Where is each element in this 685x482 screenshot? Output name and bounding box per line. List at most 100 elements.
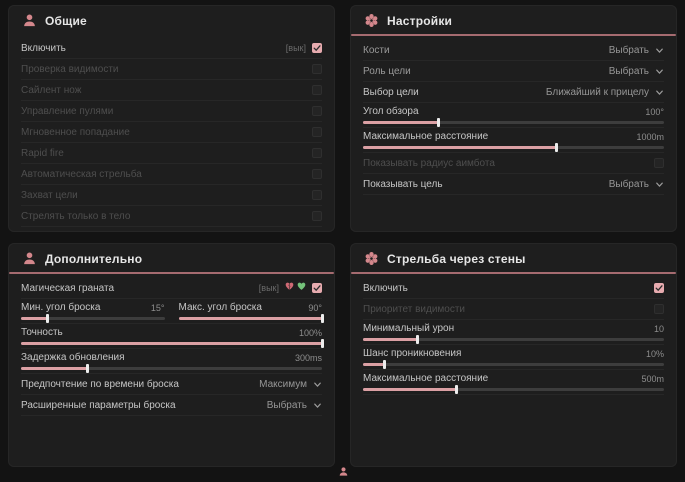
slider-value: 10 — [653, 323, 664, 334]
setting-row: Приоритет видимости — [363, 299, 664, 320]
slider-handle[interactable] — [321, 314, 324, 323]
setting-row: Мин. угол броска 15° — [21, 301, 165, 323]
dropdown-value: Ближайший к прицелу — [545, 86, 649, 98]
setting-label: Максимальное расстояние — [363, 373, 489, 384]
setting-row: Шанс проникновения 10% — [363, 345, 664, 370]
dropdown[interactable]: Максимум — [259, 379, 322, 390]
person-icon — [22, 13, 37, 28]
checkbox[interactable] — [654, 304, 664, 314]
scroll-indicator-icon — [338, 464, 349, 476]
setting-label: Кости — [363, 44, 390, 56]
slider-value: 100% — [298, 327, 322, 338]
chevron-down-icon — [655, 46, 664, 55]
setting-row: Захват цели — [21, 185, 322, 206]
dropdown[interactable]: Выбрать — [609, 179, 664, 190]
checkbox[interactable] — [312, 190, 322, 200]
slider-handle[interactable] — [45, 314, 49, 323]
slider-handle[interactable] — [554, 143, 558, 152]
dropdown-value: Выбрать — [608, 44, 649, 56]
slider[interactable] — [21, 314, 165, 323]
setting-row: Кости Выбрать — [363, 40, 664, 61]
setting-row: Минимальный урон 10 — [363, 320, 664, 345]
setting-label: Захват цели — [21, 189, 78, 201]
dropdown-value: Выбрать — [266, 399, 307, 411]
setting-label: Приоритет видимости — [363, 303, 466, 315]
slider-fill — [21, 367, 88, 370]
slider-handle[interactable] — [455, 385, 459, 394]
slider-value: 100° — [645, 106, 664, 117]
setting-row: Выбор цели Ближайший к прицелу — [363, 82, 664, 103]
setting-row: Стрелять только в тело — [21, 206, 322, 227]
setting-row: Проверка видимости — [21, 59, 322, 80]
setting-row: Управление пулями — [21, 101, 322, 122]
hotkey-state-tag: [вык] — [285, 43, 306, 53]
slider[interactable] — [21, 364, 322, 373]
setting-label: Угол обзора — [363, 106, 419, 117]
slider-handle[interactable] — [383, 360, 387, 369]
dropdown-value: Выбрать — [608, 178, 649, 190]
slider[interactable] — [363, 385, 664, 394]
setting-row: Показывать цель Выбрать — [363, 174, 664, 195]
slider-value: 300ms — [294, 352, 322, 363]
slider-fill — [21, 317, 47, 320]
panel-header: Стрельба через стены — [350, 243, 677, 272]
setting-row: Точность 100% — [21, 324, 324, 349]
setting-row: Магическая граната [вык] — [21, 278, 322, 299]
checkbox[interactable] — [312, 211, 322, 221]
checkbox[interactable] — [312, 169, 322, 179]
panel-body: Магическая граната [вык] Мин. угол броска 1… — [8, 274, 335, 467]
chevron-down-icon — [655, 88, 664, 97]
slider[interactable] — [363, 118, 664, 127]
slider-fill — [178, 317, 322, 320]
panel-underline — [351, 34, 676, 36]
panel-additional: Дополнительно Магическая граната [вык] Мин… — [8, 243, 335, 467]
panel-body: Кости Выбрать Роль цели Выбрать Выбор цели Бл… — [350, 36, 677, 232]
checkbox[interactable] — [312, 106, 322, 116]
heart-icon[interactable] — [297, 282, 306, 294]
slider[interactable] — [363, 335, 664, 344]
setting-row: Мин. угол броска 15° Макс. угол броска 90° — [21, 299, 324, 324]
panel-body: Включить [вык] Проверка видимости Сайлент н… — [8, 34, 335, 232]
panel-title: Стрельба через стены — [387, 251, 526, 266]
dropdown[interactable]: Выбрать — [609, 66, 664, 77]
slider-fill — [363, 121, 439, 124]
setting-row: Предпочтение по времени броска Максимум — [21, 374, 322, 395]
checkbox[interactable] — [654, 283, 664, 293]
slider-handle[interactable] — [86, 364, 90, 373]
setting-label: Мгновенное попадание — [21, 126, 130, 138]
slider-value: 15° — [150, 302, 165, 313]
panel-settings: Настройки Кости Выбрать Роль цели Выбрать Вы… — [350, 5, 677, 232]
slider[interactable] — [21, 339, 324, 348]
setting-label: Включить — [363, 282, 408, 294]
setting-row: Угол обзора 100° — [363, 103, 664, 128]
slider[interactable] — [363, 143, 664, 152]
checkbox[interactable] — [312, 127, 322, 137]
checkbox[interactable] — [654, 158, 664, 168]
slider-value: 500m — [641, 373, 664, 384]
hotkey-state-tag: [вык] — [258, 283, 279, 293]
dropdown[interactable]: Выбрать — [267, 400, 322, 411]
panel-title: Настройки — [387, 13, 453, 28]
panel-general: Общие Включить [вык] Проверка видимости Сай… — [8, 5, 335, 232]
panel-underline — [9, 272, 334, 274]
slider[interactable] — [178, 314, 324, 323]
checkbox[interactable] — [312, 283, 322, 293]
checkbox[interactable] — [312, 64, 322, 74]
broken-heart-icon[interactable] — [285, 282, 294, 294]
dropdown[interactable]: Выбрать — [609, 45, 664, 56]
dropdown[interactable]: Ближайший к прицелу — [546, 87, 664, 98]
slider-handle[interactable] — [416, 335, 420, 344]
setting-row: Включить [вык] — [21, 38, 322, 59]
setting-row: Задержка обновления 300ms — [21, 349, 322, 374]
flower-icon — [364, 251, 379, 266]
panel-header: Настройки — [350, 5, 677, 34]
setting-label: Автоматическая стрельба — [21, 168, 142, 180]
checkbox[interactable] — [312, 85, 322, 95]
slider-handle[interactable] — [321, 339, 324, 348]
setting-row: Роль цели Выбрать — [363, 61, 664, 82]
checkbox[interactable] — [312, 43, 322, 53]
checkbox[interactable] — [312, 148, 322, 158]
slider-handle[interactable] — [437, 118, 441, 127]
slider[interactable] — [363, 360, 664, 369]
panel-title: Дополнительно — [45, 251, 143, 266]
